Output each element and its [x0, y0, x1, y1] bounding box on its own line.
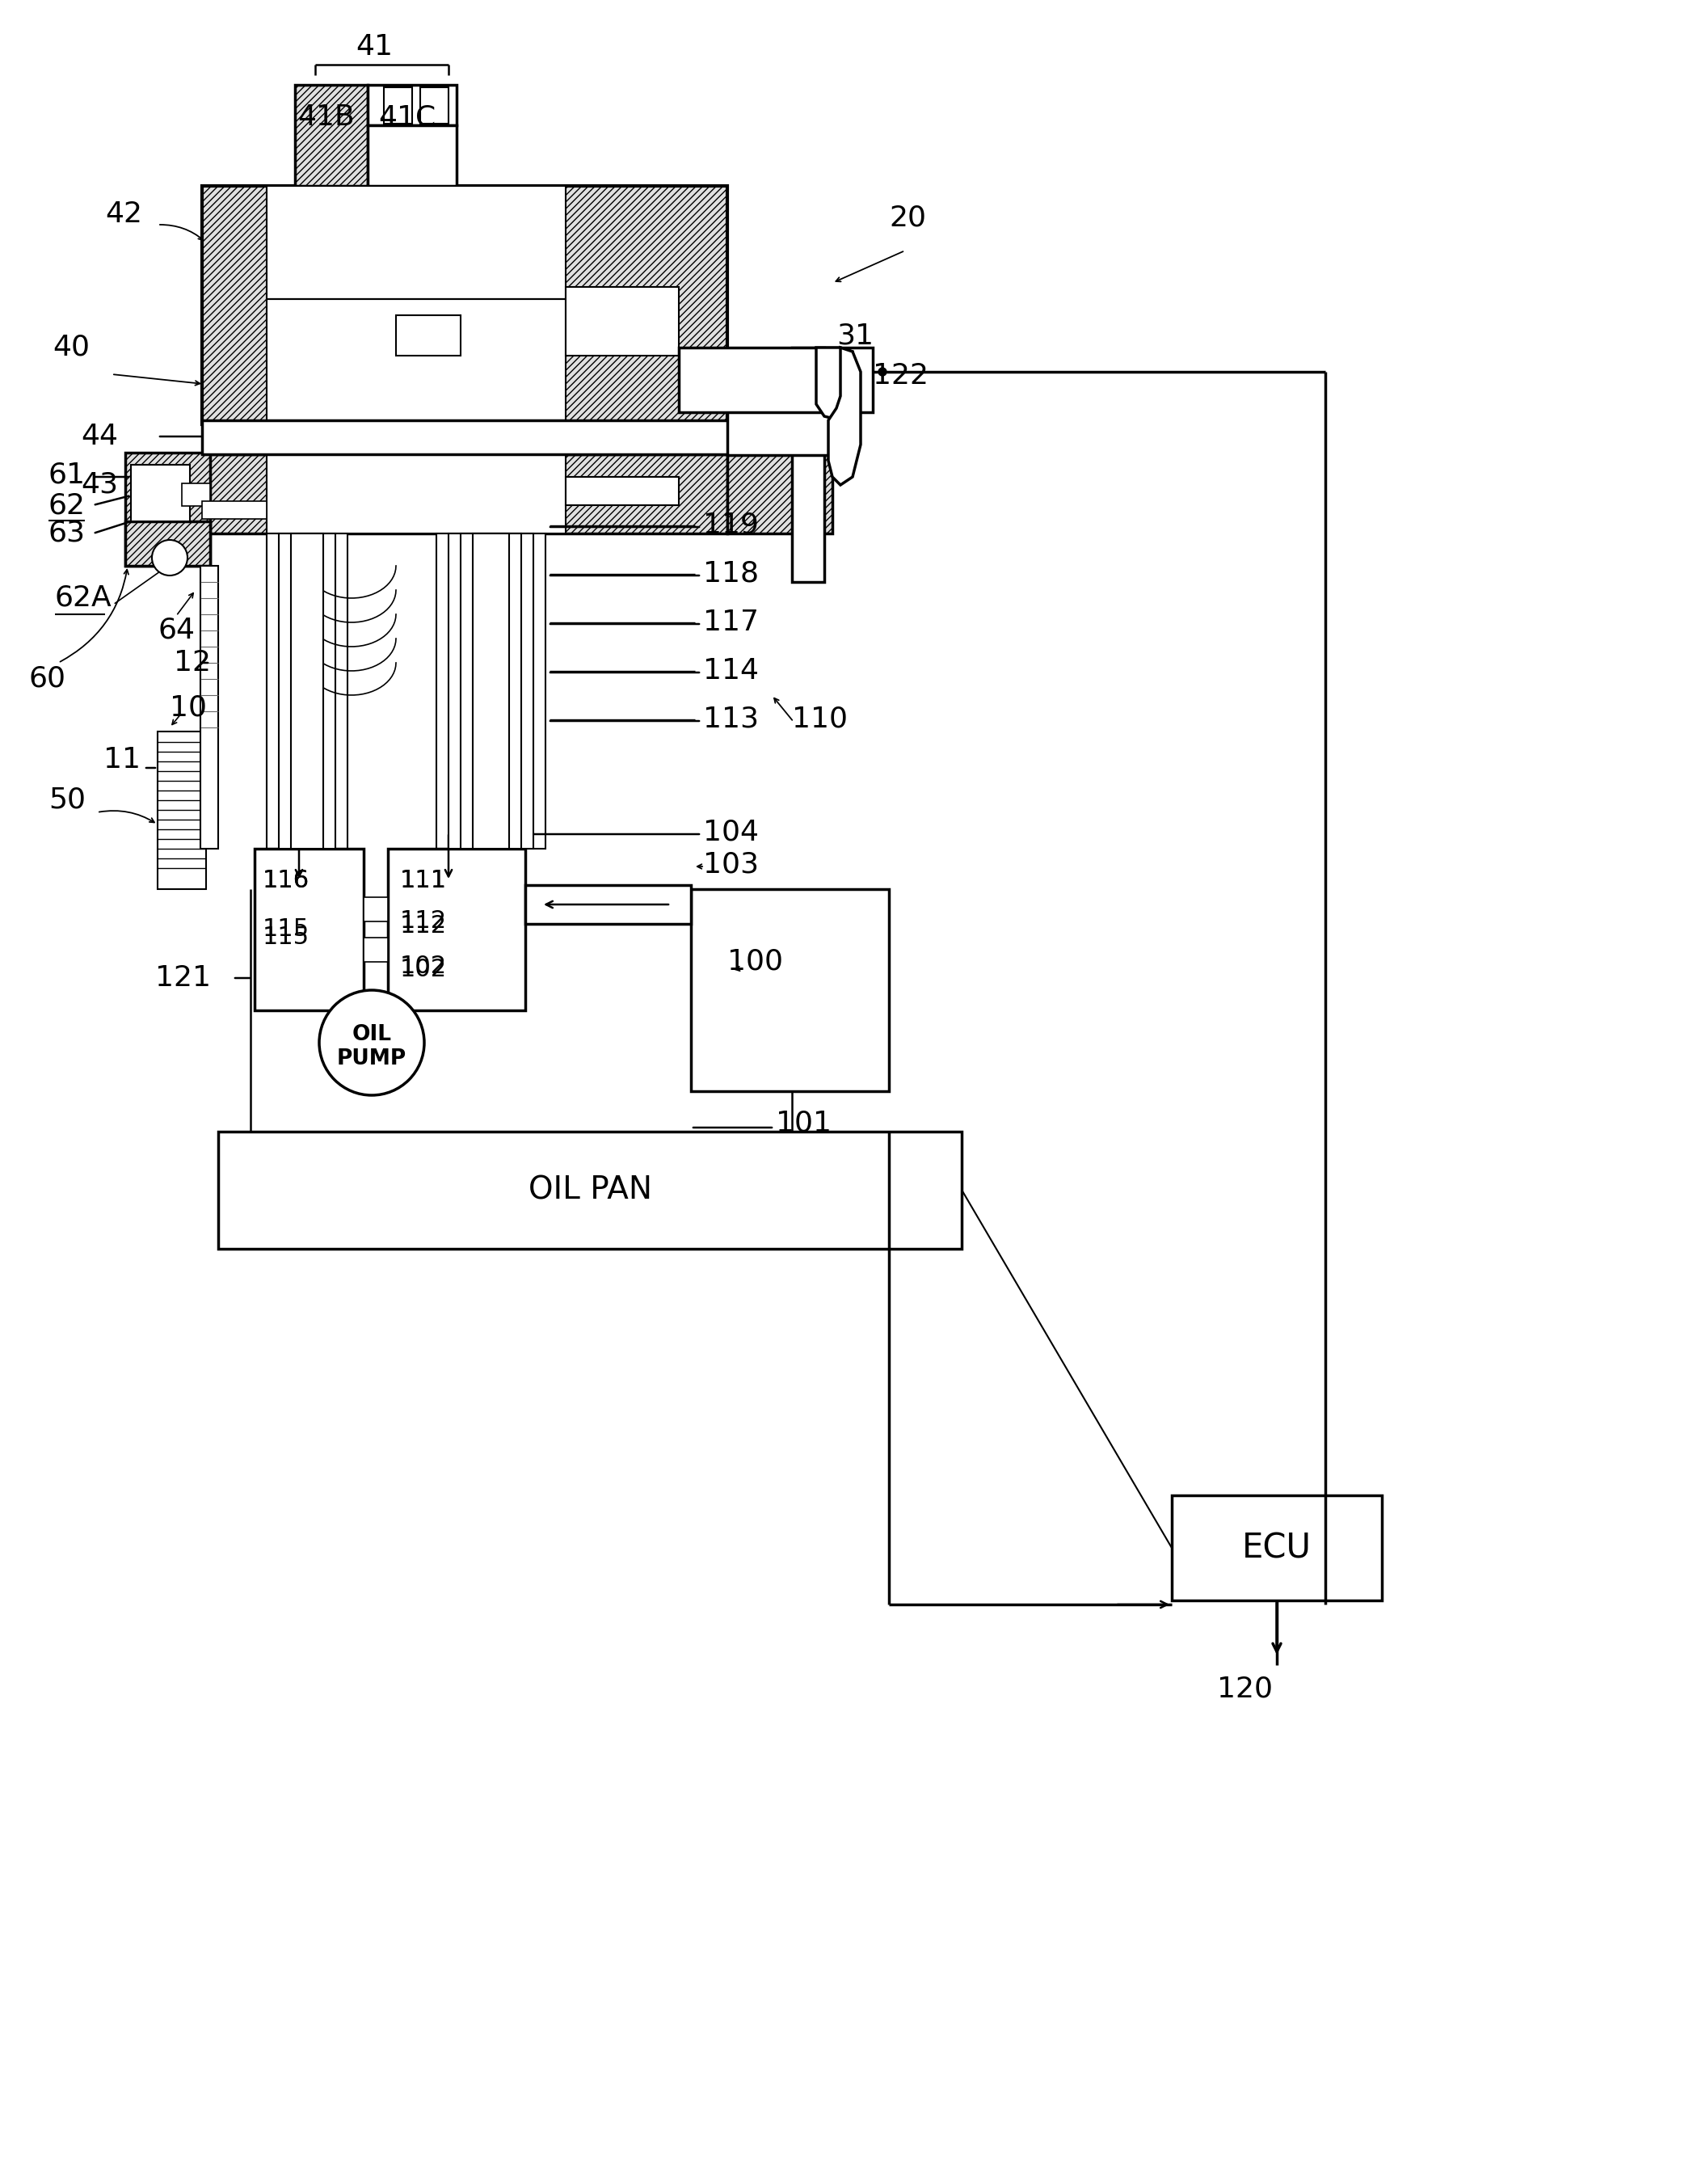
- Bar: [295, 85, 367, 186]
- Bar: [157, 732, 207, 889]
- Bar: [279, 533, 335, 850]
- Bar: [691, 889, 889, 1092]
- Text: 31: 31: [836, 321, 874, 349]
- Bar: [384, 87, 411, 124]
- Text: OIL: OIL: [352, 1024, 391, 1046]
- Text: 50: 50: [49, 786, 86, 815]
- Bar: [367, 85, 457, 124]
- Text: ECU: ECU: [1243, 1531, 1312, 1566]
- Text: 64: 64: [157, 616, 195, 644]
- Circle shape: [879, 367, 887, 376]
- Circle shape: [320, 989, 425, 1094]
- Text: 101: 101: [775, 1109, 831, 1138]
- Text: 11: 11: [103, 747, 141, 773]
- Text: 100: 100: [728, 948, 784, 976]
- Text: 42: 42: [105, 201, 142, 227]
- Text: 119: 119: [703, 511, 758, 539]
- Polygon shape: [816, 347, 857, 419]
- Bar: [367, 124, 457, 186]
- Text: 41: 41: [356, 33, 393, 61]
- Bar: [565, 286, 679, 356]
- Bar: [201, 186, 728, 424]
- Text: 121: 121: [156, 965, 212, 992]
- Text: 116: 116: [262, 869, 310, 893]
- Text: 120: 120: [1217, 1675, 1273, 1704]
- Bar: [472, 533, 510, 850]
- Text: 20: 20: [889, 205, 926, 232]
- Text: 40: 40: [52, 334, 90, 360]
- Bar: [420, 87, 449, 124]
- Text: 102: 102: [400, 954, 447, 978]
- Text: 102: 102: [400, 959, 447, 981]
- Text: OIL PAN: OIL PAN: [528, 1175, 652, 1206]
- Bar: [364, 937, 388, 961]
- Text: 43: 43: [81, 472, 119, 498]
- Text: 114: 114: [703, 657, 758, 684]
- Bar: [437, 533, 545, 850]
- Bar: [364, 898, 388, 922]
- Bar: [267, 186, 565, 299]
- Bar: [125, 452, 210, 566]
- Text: 110: 110: [792, 705, 848, 734]
- Text: 112: 112: [400, 911, 447, 933]
- Text: 122: 122: [874, 363, 928, 389]
- Text: 63: 63: [49, 520, 86, 548]
- Text: 61: 61: [49, 461, 86, 489]
- Bar: [1172, 1496, 1381, 1601]
- Text: 62A: 62A: [54, 585, 112, 612]
- Bar: [396, 314, 460, 356]
- Bar: [200, 566, 218, 850]
- Text: 103: 103: [703, 852, 758, 878]
- Text: 111: 111: [400, 869, 447, 893]
- Text: 60: 60: [29, 666, 66, 692]
- Text: 44: 44: [81, 424, 119, 450]
- Text: 112: 112: [400, 913, 447, 937]
- Text: 111: 111: [400, 869, 447, 893]
- Bar: [525, 885, 691, 924]
- Text: 10: 10: [169, 695, 207, 721]
- Text: 118: 118: [703, 559, 758, 587]
- Text: 12: 12: [174, 649, 212, 677]
- Bar: [130, 465, 190, 522]
- Bar: [565, 476, 679, 505]
- Bar: [201, 419, 848, 454]
- Text: 41B: 41B: [298, 103, 354, 131]
- Bar: [267, 299, 565, 419]
- Text: 116: 116: [262, 869, 310, 893]
- Bar: [267, 454, 565, 533]
- Bar: [728, 454, 833, 533]
- Bar: [388, 850, 525, 1011]
- Text: PUMP: PUMP: [337, 1048, 406, 1070]
- Bar: [181, 483, 210, 507]
- Bar: [201, 454, 728, 533]
- Text: 115: 115: [262, 926, 310, 950]
- Bar: [291, 533, 323, 850]
- Bar: [792, 347, 824, 581]
- Bar: [728, 408, 833, 454]
- Bar: [267, 533, 347, 850]
- Text: 104: 104: [703, 819, 758, 845]
- Bar: [449, 533, 533, 850]
- Bar: [218, 1131, 962, 1249]
- Bar: [679, 347, 874, 413]
- Bar: [201, 500, 267, 520]
- Bar: [254, 850, 364, 1011]
- Text: 117: 117: [703, 609, 758, 636]
- Text: 113: 113: [703, 705, 758, 734]
- Circle shape: [152, 539, 188, 577]
- Text: 41C: 41C: [378, 103, 435, 131]
- Polygon shape: [828, 347, 860, 485]
- Text: 115: 115: [262, 917, 310, 941]
- Bar: [460, 533, 521, 850]
- Text: 62: 62: [49, 491, 86, 520]
- Bar: [125, 522, 210, 566]
